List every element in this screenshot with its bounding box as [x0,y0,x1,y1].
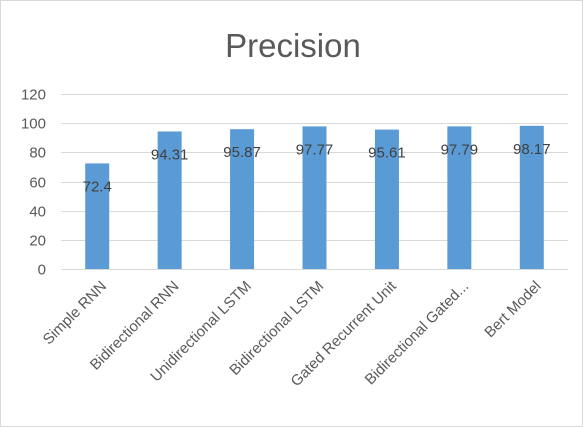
bars [85,125,544,269]
data-label: 97.79 [441,141,479,158]
y-tick-label: 0 [38,262,46,279]
bar [447,126,472,269]
data-label: 95.87 [223,144,261,161]
data-label: 98.17 [513,141,551,158]
bar [374,129,399,269]
chart-title: Precision [225,27,361,64]
x-tick-label: Bert Model [481,278,544,341]
y-tick-label: 120 [21,87,46,104]
data-label: 72.4 [83,178,112,195]
data-labels: 72.4 94.31 95.87 97.77 95.61 97.79 98.17 [83,141,551,196]
bar [519,125,544,269]
data-label: 95.61 [368,145,406,162]
y-axis-ticks: 0 20 40 60 80 100 120 [21,87,46,279]
y-tick-label: 100 [21,116,46,133]
y-tick-label: 60 [29,175,46,192]
y-tick-label: 80 [29,145,46,162]
x-tick-label: Simple RNN [40,278,110,348]
data-label: 97.77 [296,141,334,158]
bar [302,126,327,269]
bar [85,163,110,269]
data-label: 94.31 [151,146,189,163]
y-tick-label: 20 [29,233,46,250]
bar [157,131,182,269]
y-tick-label: 40 [29,204,46,221]
bar [230,129,255,269]
